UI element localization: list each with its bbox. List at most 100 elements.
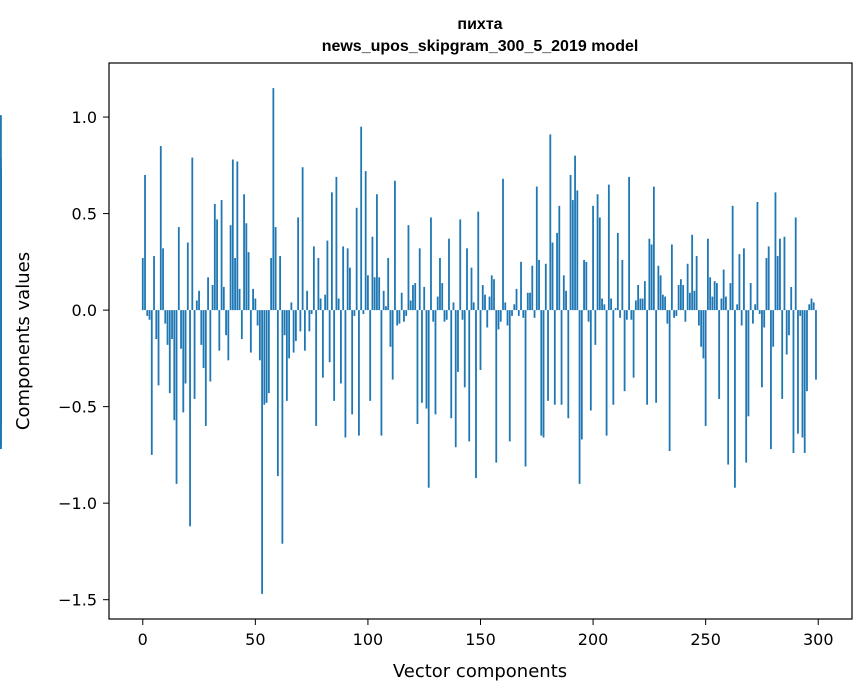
bar [380,310,383,436]
bar [328,310,331,363]
bar [538,259,540,311]
bar [324,294,327,311]
bar [693,290,696,311]
bar [594,310,597,345]
bar [240,310,243,340]
bar [249,310,252,353]
bar [378,277,381,311]
bar [285,310,288,401]
bar [466,248,468,311]
bar [344,310,347,438]
bar [493,279,495,311]
bar [409,300,412,311]
bar [385,306,387,311]
bar [794,217,797,311]
bar [562,275,565,311]
bar [231,159,234,311]
bar [565,290,567,311]
bar [754,304,757,311]
bar [596,194,599,311]
bar [177,227,180,311]
bar [704,310,707,426]
bar [186,242,189,311]
bar [245,223,248,311]
bar [641,298,644,311]
bar [430,217,432,311]
bar [544,263,547,311]
bar [801,310,804,438]
bar [182,310,185,413]
bar [770,310,772,450]
bar [200,310,203,345]
bar [774,192,777,311]
bar [567,310,570,419]
bar [362,310,365,314]
bar [515,288,518,311]
bar [346,248,349,311]
bar [614,308,617,311]
bar [150,310,153,455]
bar [195,300,198,311]
y-tick-label: −1.5 [58,591,97,610]
bar [747,310,750,417]
bars-group [0,88,817,594]
bar [713,281,716,311]
bar [731,205,734,311]
bar [450,310,453,419]
bar [727,310,730,465]
bar [301,167,304,311]
bar [452,302,455,311]
bar [247,252,250,311]
bar [373,277,376,311]
bar [695,256,698,311]
bar [790,286,793,311]
bar [634,300,637,311]
bar [162,248,164,311]
bar [421,310,423,403]
bar [585,261,588,311]
bar [376,194,378,311]
plot-frame [108,62,853,620]
bar [779,238,781,311]
bar [353,310,356,316]
bar [589,310,592,411]
y-axis-ticks: −1.5 −1.0 −0.5 0.0 0.5 1.0 [58,108,109,610]
bar [752,310,754,324]
bar [725,296,727,311]
bar [425,310,428,409]
bar [412,285,414,311]
bar [279,256,282,311]
bar [520,261,522,311]
bar [531,265,534,311]
bar [234,257,236,311]
bar [639,298,642,311]
bar [605,310,608,436]
bar [274,227,277,311]
bar [670,244,673,311]
bar [358,310,360,436]
bar [457,310,459,372]
bar [427,310,430,488]
bar [556,232,558,311]
bar [718,310,721,399]
bar [312,246,315,311]
bar [423,286,426,311]
bar [765,257,768,311]
bar [738,254,741,311]
bar [601,298,603,311]
bar [495,310,498,463]
bar [360,126,363,311]
bar [443,310,446,322]
bar [707,238,709,311]
bar [722,269,725,311]
bar [445,310,448,320]
bar [646,310,649,405]
bar [729,283,732,311]
bar [580,310,583,440]
bar [488,296,491,311]
bar [560,310,563,405]
bar [499,310,502,322]
bar [607,184,610,311]
bar [155,310,158,340]
